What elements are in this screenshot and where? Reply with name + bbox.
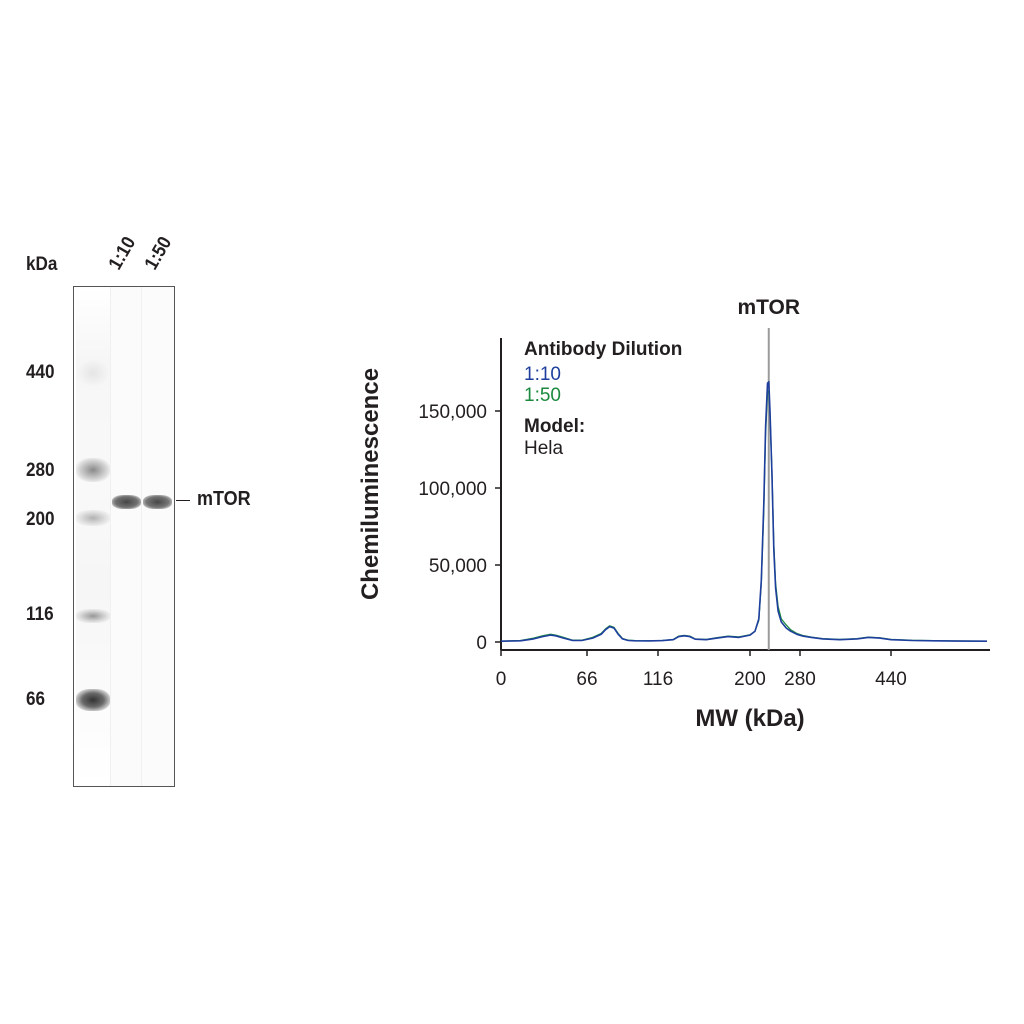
ladder-band-66 [76, 689, 110, 711]
lane-header-2: 1:50 [140, 233, 177, 274]
kda-unit-label: kDa [26, 254, 58, 275]
y-tick-label: 150,000 [418, 402, 487, 423]
x-tick-label: 66 [576, 669, 597, 690]
sample-lane-1 [110, 287, 142, 786]
ladder-band-280 [76, 458, 110, 482]
x-tick-label: 0 [496, 669, 507, 690]
x-tick-label: 440 [875, 669, 907, 690]
mtor-band-lane-2 [143, 495, 172, 509]
y-tick-label: 50,000 [429, 556, 487, 577]
blot-panel: kDa 1:10 1:50 440 280 200 116 66 mTOR [0, 0, 340, 1024]
ladder-band-440 [76, 359, 110, 387]
legend-model-title: Model: [524, 416, 585, 437]
mw-marker-280: 280 [26, 460, 55, 481]
mtor-band-lane-1 [112, 495, 141, 509]
x-axis-title: MW (kDa) [695, 705, 804, 732]
sample-lane-2 [141, 287, 174, 786]
x-tick-label: 200 [734, 669, 766, 690]
electropherogram-chart: 0 50,000 100,000 150,000 0 66 116 200 280 440 mTO… [357, 296, 990, 732]
legend-series-2: 1:50 [524, 385, 561, 406]
mw-marker-66: 66 [26, 689, 46, 710]
ladder-lane [76, 287, 110, 786]
x-tick-label: 116 [643, 669, 673, 690]
lane-header-1: 1:10 [104, 233, 141, 274]
y-tick-label: 0 [476, 633, 487, 654]
legend-title: Antibody Dilution [524, 339, 682, 360]
ladder-band-116 [76, 609, 110, 623]
y-tick-label: 100,000 [418, 479, 487, 500]
target-label: mTOR [197, 488, 251, 510]
legend: Antibody Dilution 1:10 1:50 Model: Hela [524, 339, 682, 459]
x-tick-label: 280 [784, 669, 816, 690]
legend-model-value: Hela [524, 438, 564, 459]
mw-marker-116: 116 [26, 604, 54, 625]
ladder-band-200 [76, 510, 110, 526]
legend-series-1: 1:10 [524, 364, 561, 385]
blot-image [73, 286, 175, 787]
target-indicator-line [176, 500, 190, 501]
y-axis-title: Chemiluminescence [357, 368, 384, 600]
peak-marker-label: mTOR [737, 296, 800, 319]
series-line-1 [500, 380, 988, 643]
mw-marker-200: 200 [26, 509, 55, 530]
mw-marker-440: 440 [26, 362, 55, 383]
